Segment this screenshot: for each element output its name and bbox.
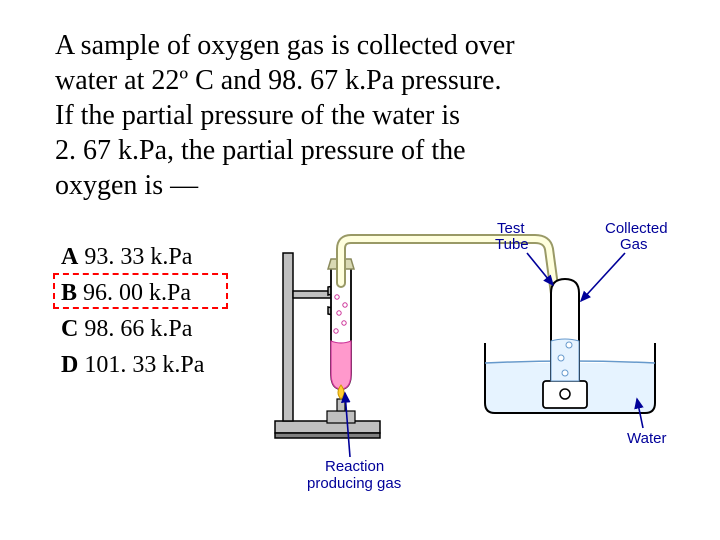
option-d-letter: D <box>61 352 78 378</box>
reaction-liquid <box>331 341 351 389</box>
apparatus-diagram: Test Tube Collected Gas Water Reaction p… <box>275 233 670 513</box>
label-test-tube-1: Test <box>497 220 525 237</box>
stand-base-shadow <box>275 433 380 438</box>
label-reaction-2: producing gas <box>307 475 401 492</box>
bubble <box>334 329 338 333</box>
apparatus-svg: Test Tube Collected Gas Water Reaction p… <box>265 213 685 513</box>
bubble <box>337 311 341 315</box>
option-a: A 93. 33 k.Pa <box>55 239 275 275</box>
label-collected-2: Gas <box>620 236 648 253</box>
option-b-text: 96. 00 k.Pa <box>83 280 191 306</box>
lower-row: A 93. 33 k.Pa B 96. 00 k.Pa C 98. 66 k.P… <box>55 233 670 513</box>
stand-pole <box>283 253 293 421</box>
bubble <box>558 355 564 361</box>
question-text: A sample of oxygen gas is collected over… <box>55 28 670 203</box>
option-b: B 96. 00 k.Pa <box>55 275 275 311</box>
bubble <box>342 321 346 325</box>
bubble <box>335 295 339 299</box>
q-line-1: A sample of oxygen gas is collected over <box>55 30 515 61</box>
label-water: Water <box>627 430 666 447</box>
q-line-4: 2. 67 k.Pa, the partial pressure of the <box>55 135 466 166</box>
label-collected-1: Collected <box>605 220 668 237</box>
slide: A sample of oxygen gas is collected over… <box>0 0 720 540</box>
label-reaction-1: Reaction <box>325 458 384 475</box>
shelf-hole <box>560 389 570 399</box>
option-a-text: 93. 33 k.Pa <box>84 244 192 270</box>
q-line-2: water at 22º C and 98. 67 k.Pa pressure. <box>55 65 501 96</box>
bubble <box>562 370 568 376</box>
q-line-5: oxygen is — <box>55 170 198 201</box>
option-a-letter: A <box>61 244 78 270</box>
option-c: C 98. 66 k.Pa <box>55 311 275 347</box>
option-d-text: 101. 33 k.Pa <box>84 352 204 378</box>
label-test-tube-2: Tube <box>495 236 529 253</box>
bubble <box>343 303 347 307</box>
q-line-3: If the partial pressure of the water is <box>55 100 460 131</box>
option-b-letter: B <box>61 280 77 306</box>
option-c-letter: C <box>61 316 78 342</box>
option-d: D 101. 33 k.Pa <box>55 347 275 383</box>
burner-neck <box>337 399 345 411</box>
answer-options: A 93. 33 k.Pa B 96. 00 k.Pa C 98. 66 k.P… <box>55 233 275 383</box>
arrow-collected-gas <box>581 253 625 301</box>
bubble <box>566 342 572 348</box>
clamp-arm <box>293 291 331 298</box>
burner-base <box>327 411 355 423</box>
option-c-text: 98. 66 k.Pa <box>84 316 192 342</box>
